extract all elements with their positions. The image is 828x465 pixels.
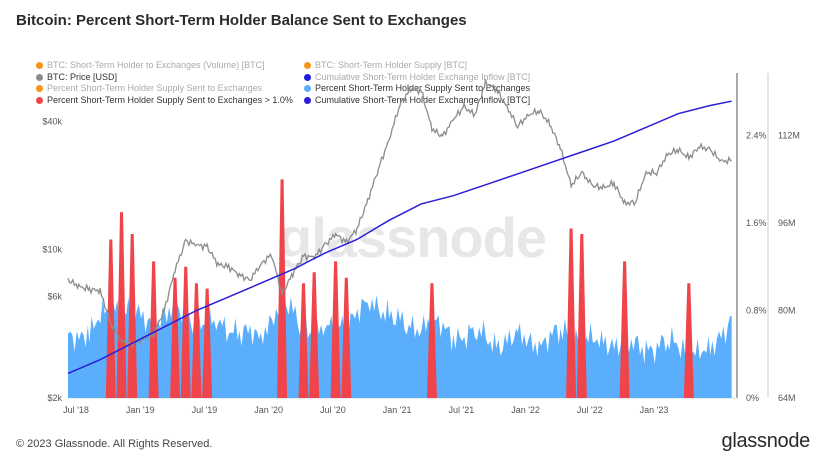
legend-item-4[interactable]: Percent Short-Term Holder Supply Sent to… [36, 83, 262, 95]
legend-item-5[interactable]: Percent Short-Term Holder Supply Sent to… [304, 83, 530, 95]
red-spike-bar [116, 212, 127, 398]
brand-logo: glassnode [721, 430, 811, 452]
red-spike-bar [170, 277, 181, 398]
legend-item-1[interactable]: BTC: Short-Term Holder Supply [BTC] [304, 60, 467, 72]
x-tick-label: Jan '23 [640, 405, 669, 415]
red-spike-bar [566, 228, 577, 398]
price-line-series [67, 79, 732, 348]
red-spike-bar [148, 261, 159, 398]
legend-label: Percent Short-Term Holder Supply Sent to… [47, 83, 263, 93]
pct-area-series [68, 288, 732, 398]
red-spike-bar [180, 266, 191, 398]
right-pct-tick-label: 0% [746, 393, 759, 403]
legend-label: Cumulative Short-Term Holder Exchange In… [315, 94, 531, 105]
x-tick-label: Jan '22 [511, 405, 540, 415]
x-tick-label: Jan '20 [254, 405, 283, 415]
legend-dot-icon [36, 96, 43, 104]
red-spike-bar [191, 283, 202, 398]
legend-label: BTC: Price [USD] [47, 71, 118, 82]
left-tick-label: $40k [42, 117, 62, 127]
red-spike-bar [426, 283, 437, 398]
right-cum-tick-label: 96M [778, 218, 796, 228]
legend-dot-icon [36, 73, 43, 81]
x-tick-label: Jul '22 [577, 405, 603, 415]
red-spike-bar [330, 261, 341, 398]
x-tick-label: Jan '19 [126, 405, 155, 415]
red-spike-bar [619, 261, 630, 398]
right-pct-tick-label: 0.8% [746, 306, 767, 316]
red-spike-bar [576, 234, 587, 398]
x-tick-label: Jan '21 [383, 405, 412, 415]
right-cum-tick-label: 112M [778, 131, 800, 141]
red-spike-bar [298, 283, 309, 398]
legend-dot-icon [304, 96, 311, 104]
legend-dot-icon [304, 85, 311, 92]
right-cum-tick-label: 64M [778, 393, 796, 403]
x-tick-label: Jul '19 [192, 405, 218, 415]
red-spike-bar [202, 288, 213, 398]
x-tick-label: Jul '18 [63, 405, 89, 415]
legend-item-0[interactable]: BTC: Short-Term Holder to Exchanges (Vol… [36, 60, 265, 72]
x-tick-label: Jul '21 [448, 405, 474, 415]
legend-item-6[interactable]: Percent Short-Term Holder Supply Sent to… [36, 95, 293, 107]
legend-item-7[interactable]: Cumulative Short-Term Holder Exchange In… [304, 95, 530, 107]
legend-label: BTC: Short-Term Holder Supply [BTC] [315, 60, 468, 70]
legend-dot-icon [36, 85, 43, 92]
red-spike-bar [309, 272, 320, 398]
red-spike-bar [341, 277, 352, 398]
red-spike-bar [105, 239, 116, 398]
right-cum-tick-label: 80M [778, 306, 796, 316]
legend-dot-icon [36, 62, 43, 69]
red-spike-bar [683, 283, 694, 398]
left-tick-label: $2k [47, 393, 62, 403]
x-tick-label: Jul '20 [320, 405, 346, 415]
copyright-text: © 2023 Glassnode. All Rights Reserved. [16, 438, 213, 450]
red-spike-bar [127, 234, 138, 398]
legend-label: Cumulative Short-Term Holder Exchange In… [315, 71, 531, 82]
left-tick-label: $10k [42, 245, 62, 255]
legend-item-3[interactable]: Cumulative Short-Term Holder Exchange In… [304, 72, 530, 84]
legend-item-2[interactable]: BTC: Price [USD] [36, 72, 117, 84]
red-spike-bar [277, 179, 288, 398]
left-tick-label: $6k [47, 292, 62, 302]
chart-title: Bitcoin: Percent Short-Term Holder Balan… [16, 12, 467, 29]
legend-label: Percent Short-Term Holder Supply Sent to… [47, 94, 293, 105]
watermark: glassnode [278, 206, 547, 269]
right-pct-tick-label: 2.4% [746, 131, 767, 141]
legend-label: Percent Short-Term Holder Supply Sent to… [315, 83, 531, 93]
legend-label: BTC: Short-Term Holder to Exchanges (Vol… [47, 60, 265, 70]
legend-dot-icon [304, 73, 311, 81]
right-pct-tick-label: 1.6% [746, 218, 767, 228]
cumulative-line-series [67, 100, 732, 375]
legend-dot-icon [304, 62, 311, 69]
